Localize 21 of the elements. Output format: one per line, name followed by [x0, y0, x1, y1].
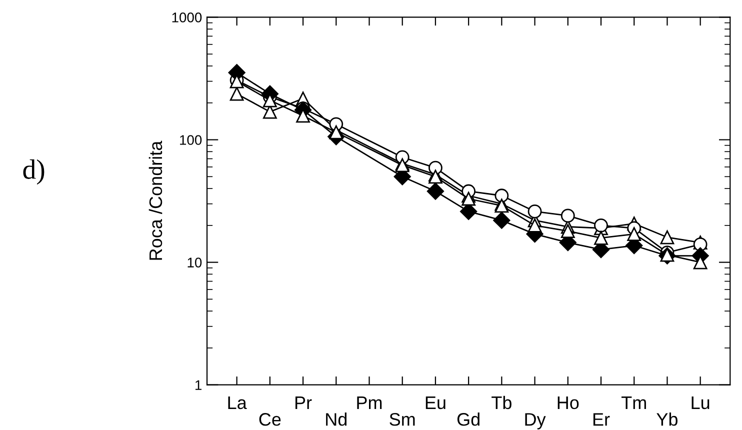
- y-tick-label: 1: [195, 380, 202, 390]
- y-tick-label: 100: [180, 135, 202, 145]
- y-tick-label: 1000: [172, 12, 202, 22]
- y-tick-label: 10: [188, 258, 202, 268]
- x-tick-label: Tb: [492, 396, 512, 410]
- x-tick-label: Sm: [390, 413, 415, 426]
- text: d): [23, 159, 44, 185]
- x-tick-label: Gd: [457, 412, 480, 426]
- x-tick-label: La: [228, 396, 247, 410]
- x-tick-label: Eu: [426, 396, 446, 410]
- x-tick-label: Er: [593, 413, 610, 426]
- x-tick-label: Tm: [621, 396, 646, 409]
- x-tick-label: Dy: [525, 413, 546, 430]
- x-tick-label: Ce: [259, 413, 281, 426]
- x-tick-label: Pr: [295, 396, 312, 409]
- x-tick-label: Nd: [326, 412, 347, 426]
- x-tick-label: Yb: [656, 412, 678, 426]
- x-tick-label: Pm: [357, 396, 382, 409]
- x-tick-label: Lu: [692, 396, 710, 410]
- x-tick-label: Ho: [558, 396, 579, 410]
- y-axis-title: Roca /Condrita: [148, 140, 162, 260]
